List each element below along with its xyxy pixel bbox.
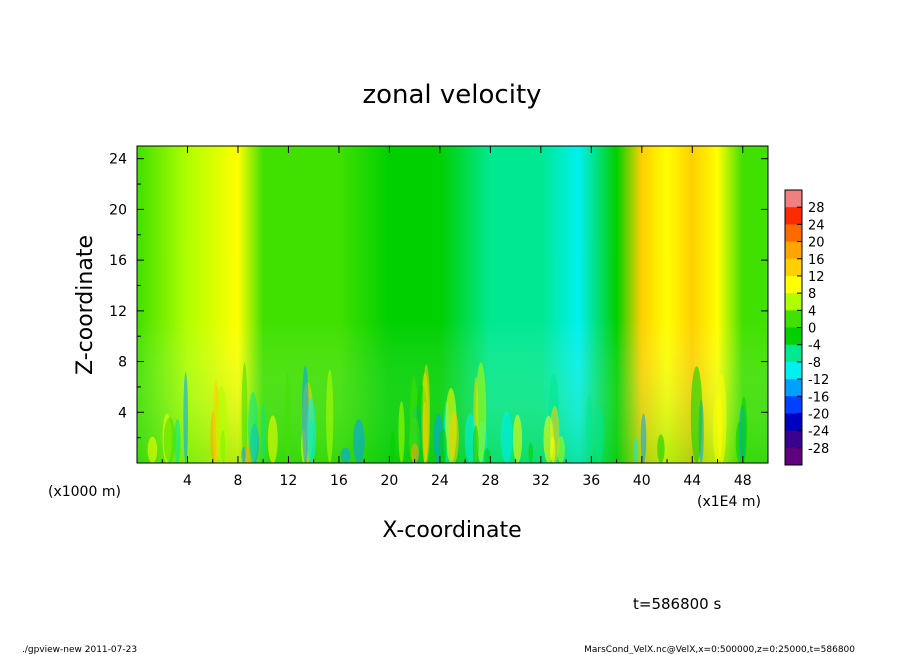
colorbar-segment (785, 224, 802, 243)
eddy-cell (740, 396, 748, 463)
colorbar-tick-label: -12 (808, 373, 829, 388)
y-tick-label: 24 (109, 152, 127, 168)
footer-right: MarsCond_VelX.nc@VelX,x=0:500000,z=0:250… (584, 645, 855, 654)
x-unit-left: (x1000 m) (48, 484, 121, 500)
eddy-cell (512, 414, 523, 463)
colorbar-segment (785, 258, 802, 277)
eddy-cell (248, 392, 258, 463)
eddy-cell (712, 395, 723, 463)
eddy-cell (326, 369, 334, 463)
eddy-cell (550, 436, 556, 463)
colorbar-tick-label: 4 (808, 304, 816, 319)
eddy-cell (472, 425, 479, 463)
colorbar-tick-label: 12 (808, 270, 825, 285)
colorbar-segment (785, 275, 802, 294)
plot-area (137, 146, 768, 463)
eddy-cell (483, 448, 491, 463)
eddy-cell (306, 398, 317, 463)
eddy-cell (163, 417, 176, 463)
colorbar-tick-label: 28 (808, 201, 825, 216)
x-tick-label: 16 (330, 473, 348, 489)
y-tick-label: 8 (118, 355, 127, 371)
x-tick-label: 8 (233, 473, 242, 489)
footer-left: ./gpview-new 2011-07-23 (22, 645, 137, 654)
eddy-cell (267, 415, 278, 463)
eddy-cell (633, 438, 638, 463)
colorbar-tick-label: -16 (808, 390, 829, 405)
colorbar-segment (785, 310, 802, 328)
x-tick-label: 4 (183, 473, 192, 489)
x-tick-label: 32 (532, 473, 550, 489)
colorbar-tick-label: -8 (808, 356, 821, 371)
eddy-cell (215, 386, 228, 463)
colorbar-segment (785, 241, 802, 260)
eddy-cell (422, 401, 428, 463)
eddy-cell (449, 411, 459, 463)
eddy-cell (410, 443, 419, 463)
eddy-cell (241, 362, 248, 463)
eddy-cell (261, 403, 266, 463)
colorbar-tick-label: 20 (808, 236, 825, 251)
y-tick-label: 16 (109, 253, 127, 269)
colorbar: 28 24 20 16 12 8 4 0 -4 -8 -12 -16 -20 -24 -28 (784, 189, 829, 466)
x-tick-label: 20 (380, 473, 398, 489)
colorbar-segment (785, 413, 802, 432)
colorbar-segment (785, 344, 802, 363)
eddy-cell (183, 372, 188, 463)
eddy-cell (241, 447, 246, 463)
eddy-cell (690, 366, 703, 463)
colorbar-segment (785, 190, 802, 208)
y-tick-label: 4 (118, 405, 127, 421)
eddy-cell (174, 418, 181, 463)
colorbar-segment (785, 396, 802, 414)
x-tick-label: 28 (481, 473, 499, 489)
eddy-cell (594, 406, 604, 463)
colorbar-tick-label: -4 (808, 339, 821, 354)
colorbar-tick-label: -20 (808, 407, 829, 422)
colorbar-segment (785, 430, 802, 449)
eddy-cell (147, 436, 158, 463)
y-tick-label: 12 (109, 304, 127, 320)
colorbar-tick-label: -28 (808, 442, 829, 457)
x-tick-label: 12 (280, 473, 298, 489)
eddy-cell (353, 419, 365, 463)
time-label: t=586800 s (633, 595, 721, 613)
eddy-cell (340, 447, 351, 463)
colorbar-segment (785, 207, 802, 225)
colorbar-segment (785, 293, 802, 311)
eddy-cell (640, 413, 647, 463)
eddy-cell (528, 442, 534, 463)
x-tick-label: 40 (633, 473, 651, 489)
eddy-cell (438, 428, 447, 463)
colorbar-tick-label: 8 (808, 287, 816, 302)
chart-title: zonal velocity (362, 80, 541, 110)
y-axis-ticks: 4 8 12 16 20 24 (109, 152, 768, 439)
eddy-cell (390, 430, 395, 463)
colorbar-segment (785, 327, 802, 346)
colorbar-segment (785, 379, 802, 397)
colorbar-tick-label: 24 (808, 218, 825, 233)
plot-frame (136, 145, 769, 464)
colorbar-tick-label: 16 (808, 253, 825, 268)
surface-eddies (147, 362, 748, 463)
y-axis-label: Z-coordinate (73, 235, 98, 375)
eddy-cell (284, 371, 291, 463)
x-axis-label: X-coordinate (382, 518, 521, 543)
colorbar-segment (785, 361, 802, 380)
x-tick-label: 44 (683, 473, 701, 489)
y-tick-label: 20 (109, 202, 127, 218)
x-tick-label: 24 (431, 473, 449, 489)
eddy-cell (500, 411, 513, 463)
colorbar-tick-label: -24 (808, 425, 829, 440)
x-axis-ticks: 4 8 12 16 20 24 28 32 36 40 44 48 (161, 146, 752, 489)
colorbar-segment (785, 447, 802, 466)
colorbar-tick-label: 0 (808, 322, 816, 337)
eddy-cell (586, 393, 593, 463)
x-unit-right: (x1E4 m) (697, 494, 761, 510)
x-tick-label: 48 (734, 473, 752, 489)
eddy-cell (398, 401, 405, 463)
eddy-cell (657, 434, 665, 463)
x-tick-label: 36 (582, 473, 600, 489)
